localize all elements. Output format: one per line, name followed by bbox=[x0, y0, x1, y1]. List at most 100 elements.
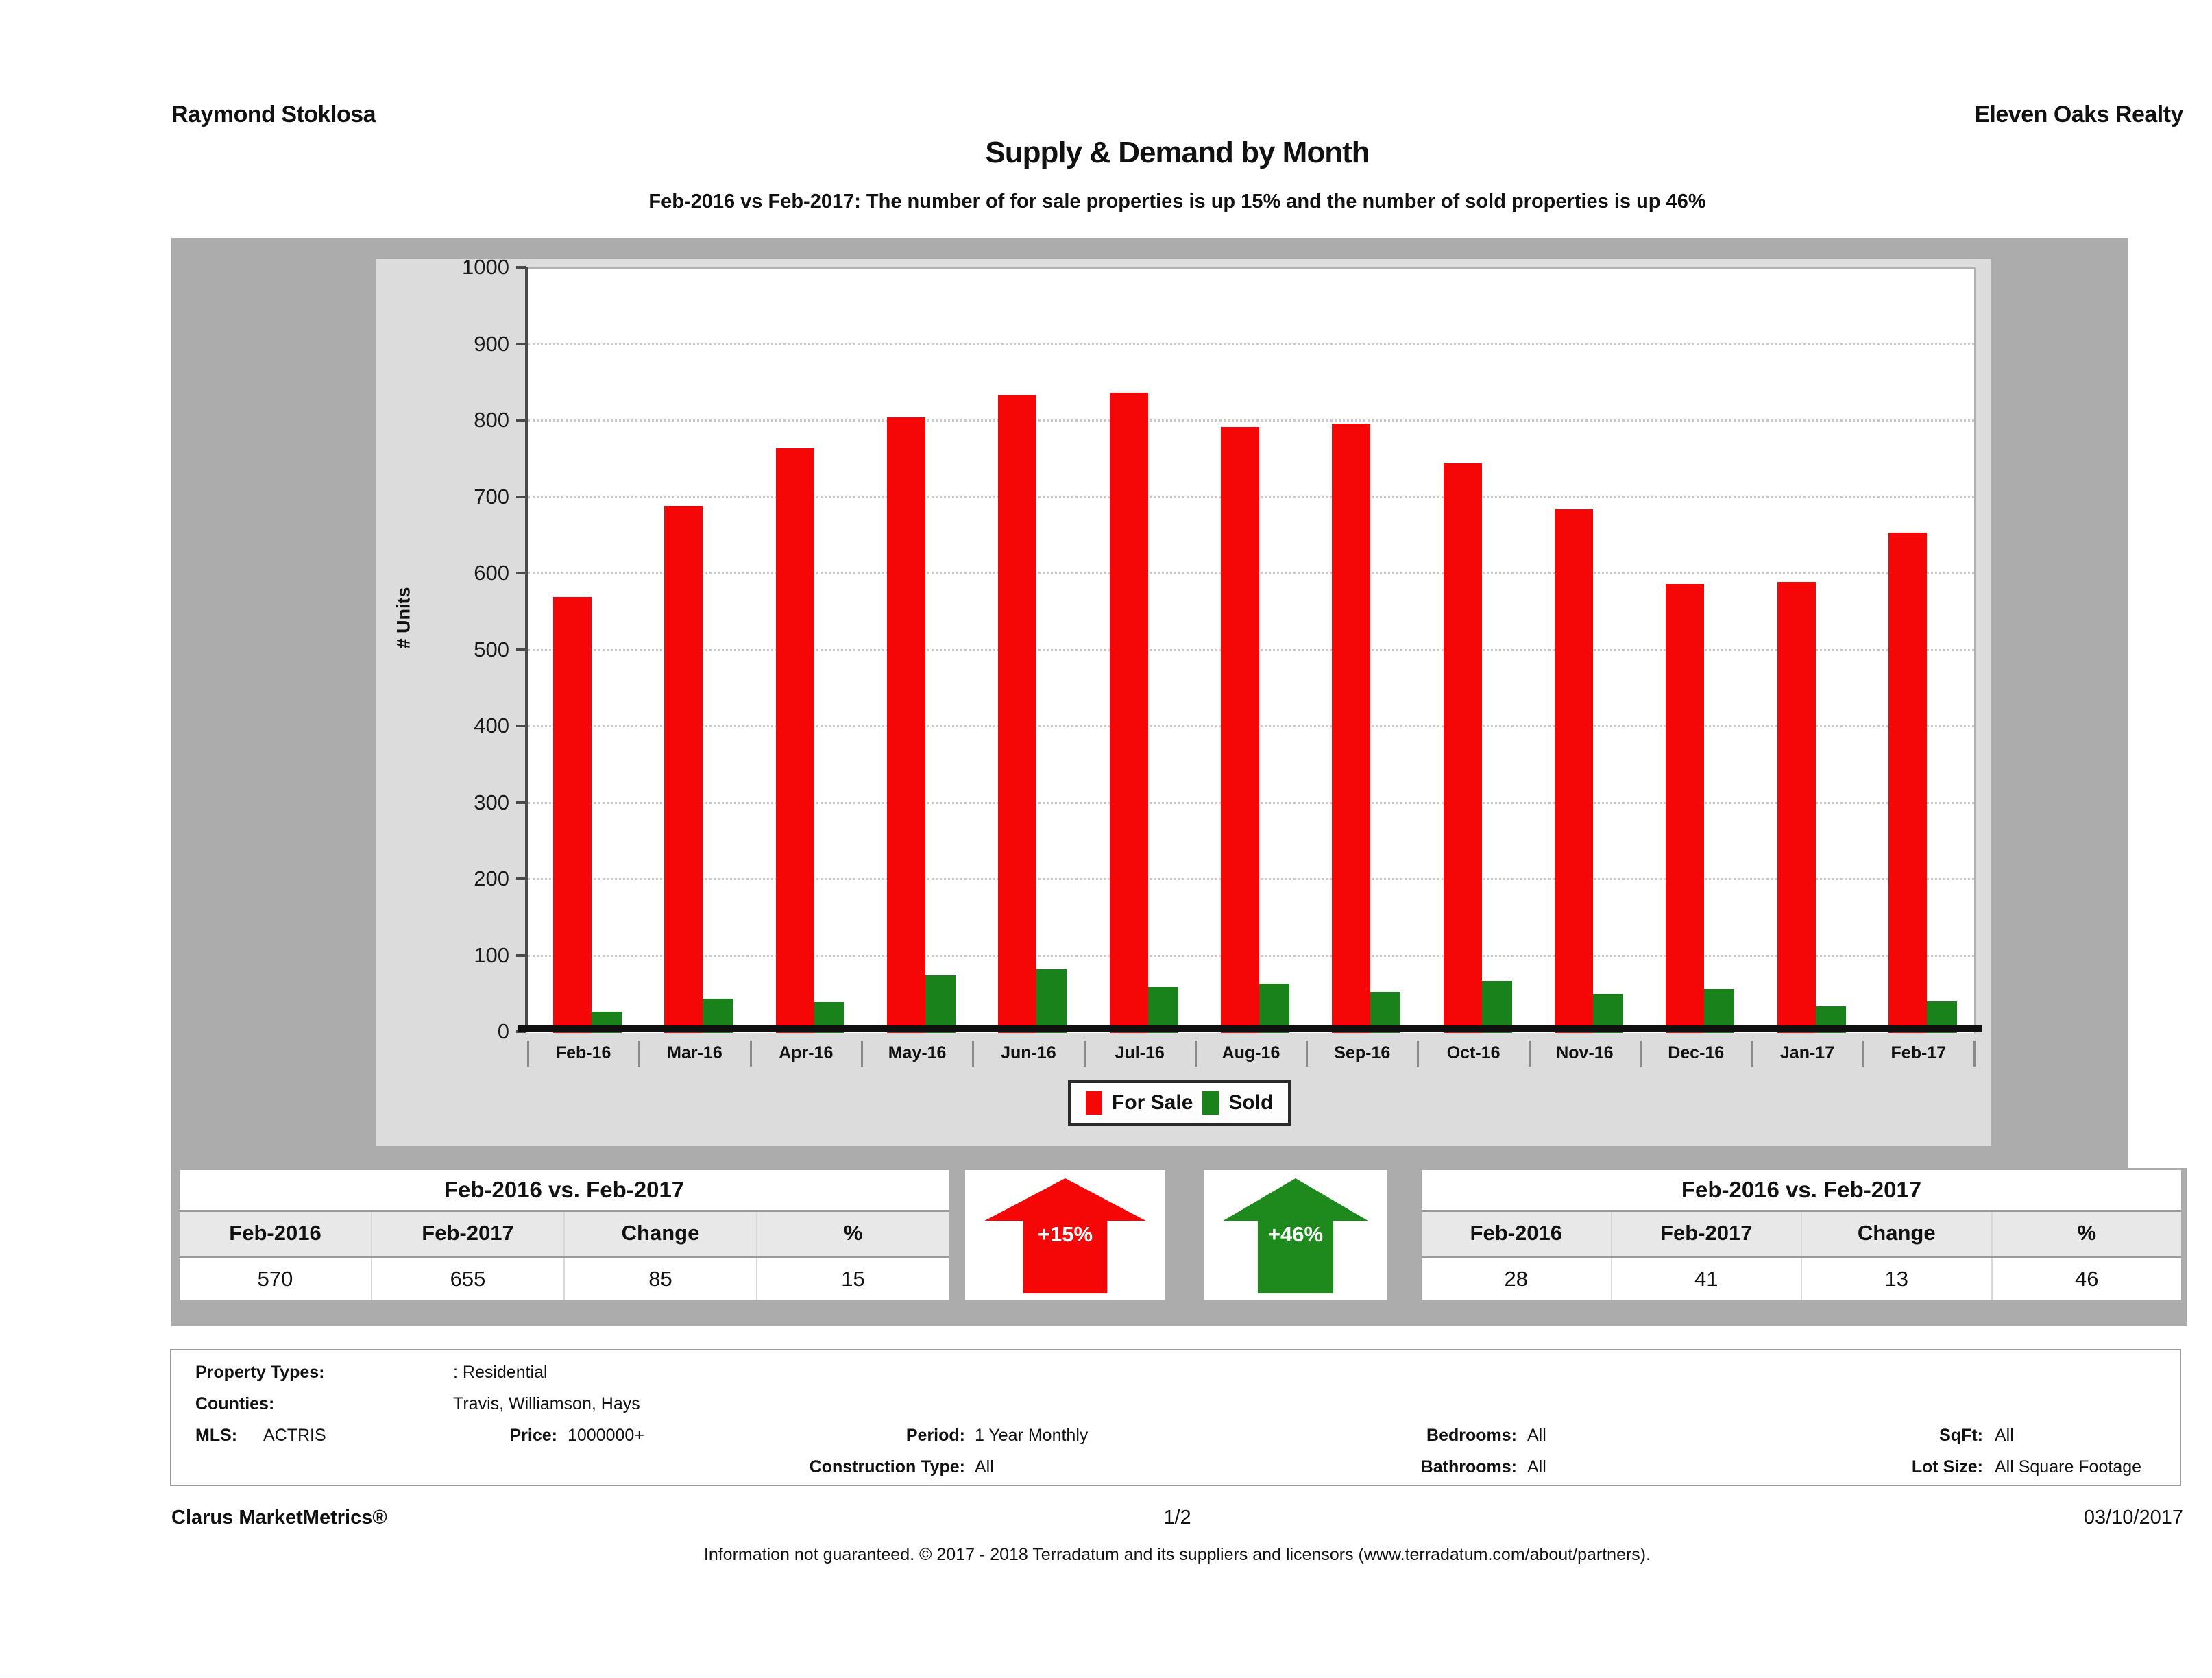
for-sale-up-arrow-icon: +15% bbox=[984, 1178, 1146, 1293]
y-tick-label-700: 700 bbox=[474, 484, 509, 509]
x-tick-separator-2 bbox=[749, 1041, 752, 1067]
x-tick-label-Jun-16: Jun-16 bbox=[1001, 1043, 1056, 1062]
x-tick-separator-6 bbox=[1194, 1041, 1197, 1067]
y-tick-label-600: 600 bbox=[474, 561, 509, 585]
page-number: 1/2 bbox=[1163, 1507, 1191, 1529]
x-tick-separator-12 bbox=[1862, 1041, 1864, 1067]
table-header-cell: Feb-2017 bbox=[1612, 1212, 1802, 1256]
x-tick-label-Sep-16: Sep-16 bbox=[1334, 1043, 1391, 1062]
for-sale-bar-Nov-16 bbox=[1554, 509, 1593, 1033]
sold-summary-table: Feb-2016 vs. Feb-2017 Feb-2016 Feb-2017 Ch… bbox=[1422, 1170, 2181, 1300]
for-sale-change-badge: +15% bbox=[1037, 1222, 1093, 1246]
sold-bar-Aug-16 bbox=[1259, 984, 1289, 1033]
plot-area bbox=[528, 267, 1976, 1033]
x-tick-label-Dec-16: Dec-16 bbox=[1668, 1043, 1725, 1062]
for-sale-bar-May-16 bbox=[887, 417, 926, 1033]
sold-up-arrow-icon: +46% bbox=[1223, 1178, 1368, 1293]
chart-legend: For Sale Sold bbox=[1068, 1080, 1291, 1126]
sold-bar-Oct-16 bbox=[1481, 981, 1512, 1033]
for-sale-arrow-panel: +15% bbox=[965, 1170, 1165, 1300]
sold-bar-Jun-16 bbox=[1036, 969, 1067, 1033]
y-tick-label-100: 100 bbox=[474, 943, 509, 967]
x-tick-separator-3 bbox=[860, 1041, 863, 1067]
y-tick-label-800: 800 bbox=[474, 408, 509, 432]
construction-type-label: Construction Type: bbox=[809, 1457, 965, 1476]
for-sale-legend-label: For Sale bbox=[1112, 1091, 1193, 1114]
for-sale-bar-Apr-16 bbox=[775, 448, 814, 1033]
disclaimer-text: Information not guaranteed. © 2017 - 201… bbox=[703, 1545, 1651, 1564]
x-tick-label-Oct-16: Oct-16 bbox=[1446, 1043, 1500, 1062]
table-header-cell: Feb-2016 bbox=[180, 1212, 372, 1256]
for-sale-bar-Jun-16 bbox=[998, 395, 1037, 1033]
table-header-cell: Feb-2017 bbox=[372, 1212, 565, 1256]
for-sale-bar-Dec-16 bbox=[1666, 584, 1705, 1033]
table-data-cell: 570 bbox=[180, 1258, 372, 1300]
chart-inner-panel: # Units 0 100 200 300 400 500 600 700 800 900 1000… bbox=[376, 256, 1991, 1146]
report-date: 03/10/2017 bbox=[2083, 1507, 2183, 1529]
counties-label: Counties: bbox=[195, 1394, 275, 1413]
for-sale-table-title: Feb-2016 vs. Feb-2017 bbox=[180, 1170, 949, 1212]
x-tick-separator-0 bbox=[527, 1041, 529, 1067]
for-sale-summary-table: Feb-2016 vs. Feb-2017 Feb-2016 Feb-2017 Ch… bbox=[180, 1170, 949, 1300]
x-tick-label-Aug-16: Aug-16 bbox=[1222, 1043, 1280, 1062]
gridline-800 bbox=[528, 420, 1974, 422]
y-tick-mark-900 bbox=[516, 342, 526, 345]
property-types-label: Property Types: bbox=[195, 1363, 325, 1382]
x-tick-separator-10 bbox=[1640, 1041, 1642, 1067]
mls-value: ACTRIS bbox=[263, 1426, 326, 1445]
agent-name: Raymond Stoklosa bbox=[171, 101, 376, 127]
sold-table-title: Feb-2016 vs. Feb-2017 bbox=[1422, 1170, 2181, 1212]
x-tick-label-Jan-17: Jan-17 bbox=[1779, 1043, 1835, 1062]
x-axis-line bbox=[518, 1025, 1982, 1032]
y-tick-label-200: 200 bbox=[474, 866, 509, 890]
y-tick-label-400: 400 bbox=[474, 714, 509, 738]
sold-bar-Jul-16 bbox=[1147, 987, 1178, 1033]
x-tick-label-Mar-16: Mar-16 bbox=[667, 1043, 722, 1062]
y-tick-mark-100 bbox=[516, 953, 526, 957]
x-tick-separator-1 bbox=[638, 1041, 641, 1067]
x-tick-label-Apr-16: Apr-16 bbox=[779, 1043, 834, 1062]
table-data-cell: 13 bbox=[1802, 1258, 1993, 1300]
table-header-cell: Feb-2016 bbox=[1422, 1212, 1612, 1256]
bedrooms-value: All bbox=[1527, 1426, 1546, 1445]
table-header-cell: % bbox=[2077, 1221, 2097, 1245]
sold-table-header-row: Feb-2016 Feb-2017 Change% bbox=[1422, 1212, 2181, 1258]
y-axis-line bbox=[525, 267, 528, 1032]
lot-size-label: Lot Size: bbox=[1911, 1457, 1983, 1476]
x-tick-label-May-16: May-16 bbox=[888, 1043, 947, 1062]
table-header-cell: Change bbox=[565, 1212, 757, 1256]
counties-value: Travis, Williamson, Hays bbox=[453, 1394, 640, 1413]
table-data-cell: 28 bbox=[1422, 1258, 1612, 1300]
y-tick-label-0: 0 bbox=[497, 1019, 509, 1043]
period-value: 1 Year Monthly bbox=[975, 1426, 1089, 1445]
sqft-value: All bbox=[1995, 1426, 2014, 1445]
x-tick-label-Jul-16: Jul-16 bbox=[1115, 1043, 1165, 1062]
table-data-cell: 46 bbox=[2075, 1267, 2099, 1291]
table-data-cell: 15 bbox=[841, 1267, 865, 1291]
sold-table-data-row: 28 41 13 46 bbox=[1422, 1258, 2181, 1300]
period-label: Period: bbox=[906, 1426, 965, 1445]
x-tick-separator-13 bbox=[1973, 1041, 1976, 1067]
for-sale-table-data-row: 570 655 85 15 bbox=[180, 1258, 949, 1300]
x-tick-separator-9 bbox=[1528, 1041, 1531, 1067]
chart-panel: # Units 0 100 200 300 400 500 600 700 800 900 1000… bbox=[171, 238, 2128, 1168]
mls-label: MLS: bbox=[195, 1426, 238, 1445]
x-tick-label-Feb-17: Feb-17 bbox=[1891, 1043, 1947, 1062]
bathrooms-value: All bbox=[1527, 1457, 1546, 1476]
sold-arrow-panel: +46% bbox=[1204, 1170, 1387, 1300]
page-subtitle: Feb-2016 vs Feb-2017: The number of for … bbox=[648, 191, 1706, 212]
for-sale-bar-Oct-16 bbox=[1443, 463, 1482, 1033]
y-tick-label-900: 900 bbox=[474, 331, 509, 356]
y-tick-mark-800 bbox=[516, 419, 526, 422]
table-header-cell: % bbox=[843, 1221, 863, 1245]
y-tick-label-500: 500 bbox=[474, 637, 509, 661]
sqft-label: SqFt: bbox=[1939, 1426, 1983, 1445]
for-sale-bar-Aug-16 bbox=[1221, 427, 1259, 1033]
table-data-cell: 85 bbox=[565, 1258, 757, 1300]
sold-legend-swatch-icon bbox=[1202, 1091, 1219, 1115]
y-tick-mark-400 bbox=[516, 725, 526, 727]
for-sale-bar-Sep-16 bbox=[1332, 424, 1371, 1033]
product-name: Clarus MarketMetrics® bbox=[171, 1507, 387, 1529]
gridline-900 bbox=[528, 343, 1974, 345]
for-sale-bar-Jul-16 bbox=[1109, 393, 1148, 1033]
